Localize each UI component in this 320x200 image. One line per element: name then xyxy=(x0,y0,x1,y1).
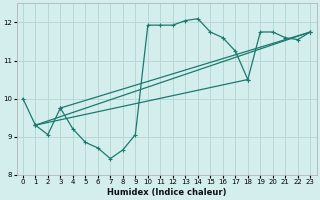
X-axis label: Humidex (Indice chaleur): Humidex (Indice chaleur) xyxy=(107,188,226,197)
